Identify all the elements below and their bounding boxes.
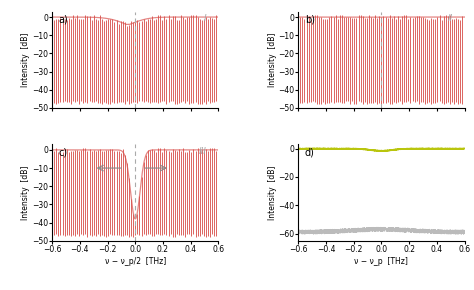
Y-axis label: Intensity  [dB]: Intensity [dB] xyxy=(267,165,276,220)
Text: a): a) xyxy=(59,14,69,24)
Text: c): c) xyxy=(59,147,68,157)
X-axis label: ν − ν_p/2  [THz]: ν − ν_p/2 [THz] xyxy=(105,257,166,266)
Text: II: II xyxy=(447,14,453,23)
Text: b): b) xyxy=(305,14,315,24)
X-axis label: ν − ν_p  [THz]: ν − ν_p [THz] xyxy=(355,257,408,266)
Y-axis label: Intensity  [dB]: Intensity [dB] xyxy=(21,165,30,220)
Y-axis label: Intensity  [dB]: Intensity [dB] xyxy=(267,32,276,87)
Text: d): d) xyxy=(305,147,315,157)
Text: I: I xyxy=(204,14,207,23)
Y-axis label: Intensity  [dB]: Intensity [dB] xyxy=(21,32,30,87)
Text: III: III xyxy=(199,147,207,156)
